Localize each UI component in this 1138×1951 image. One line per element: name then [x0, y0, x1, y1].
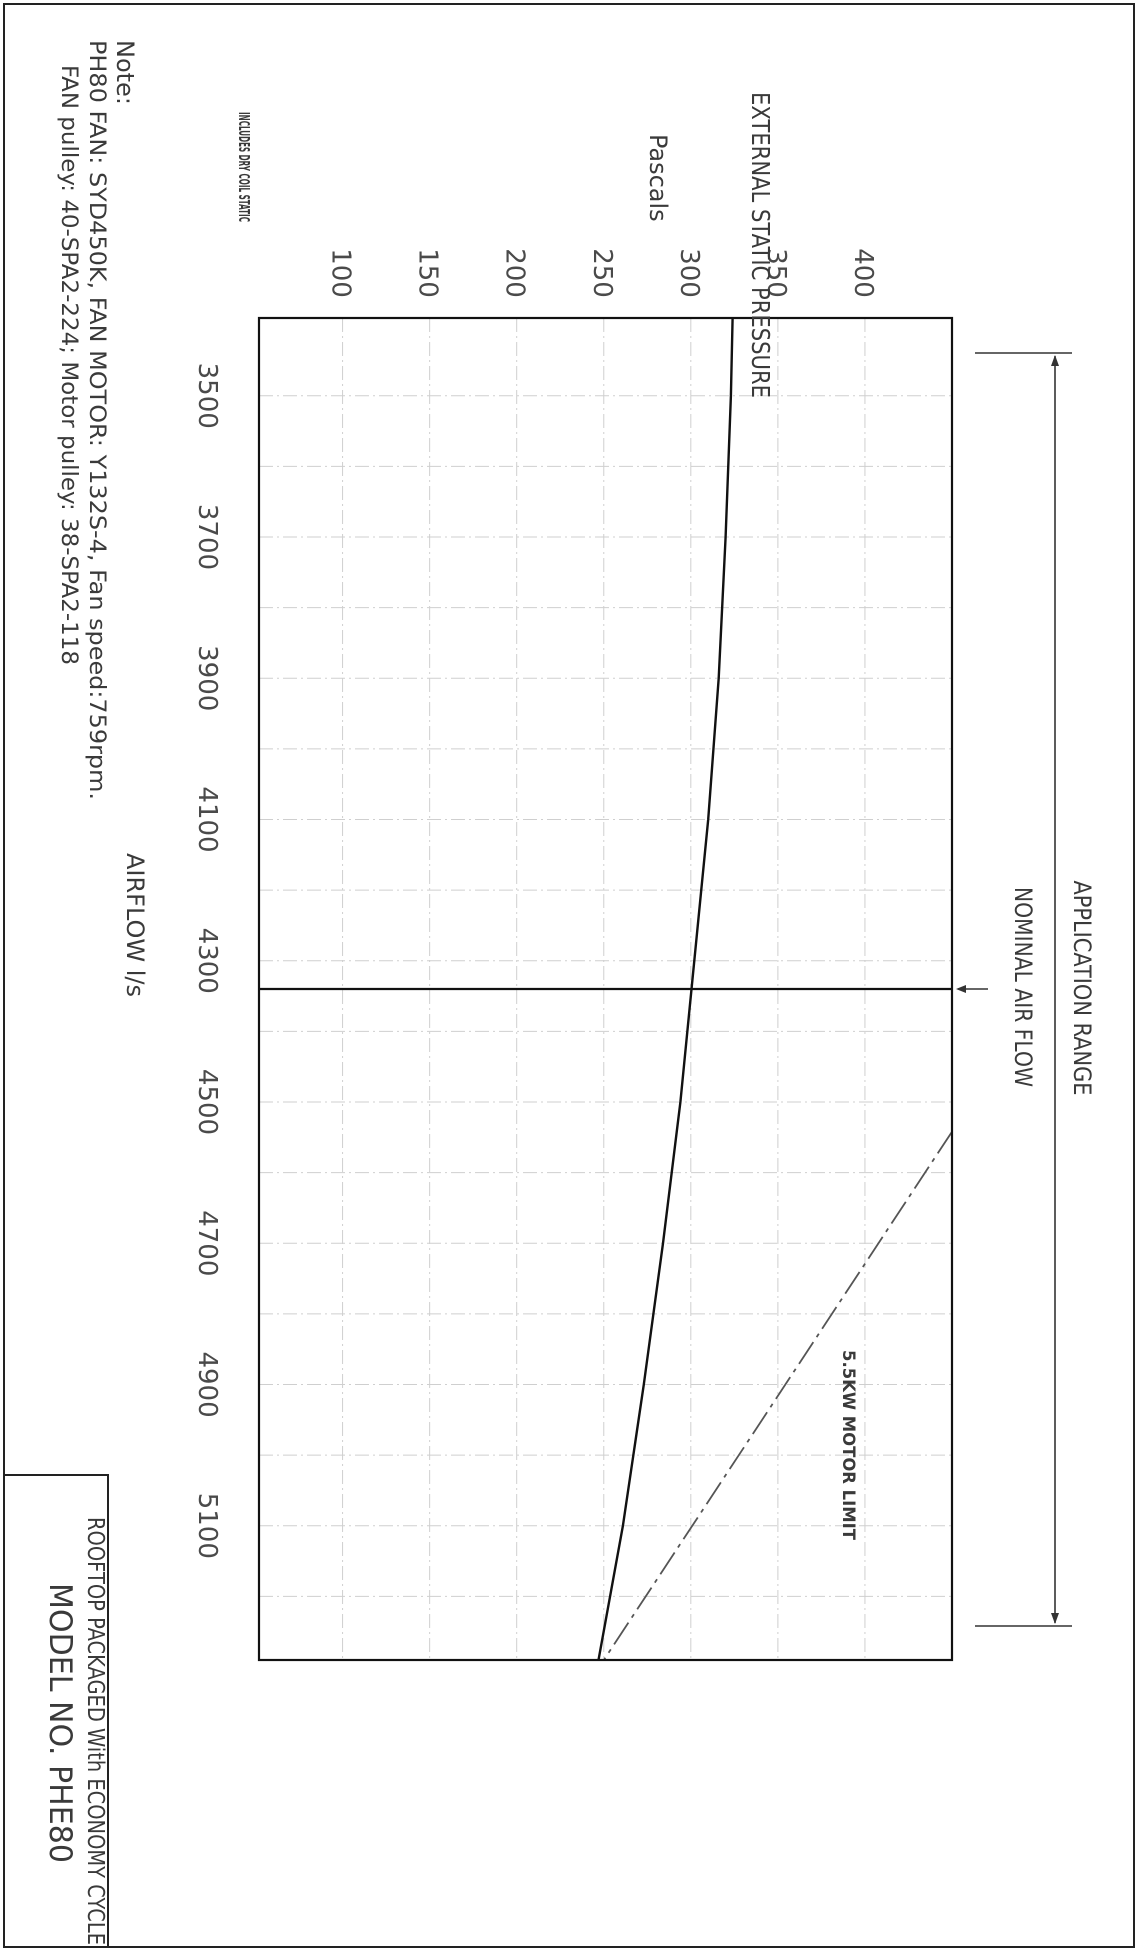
nominal-air-flow-arrowhead [956, 985, 966, 993]
pressure-tick-label: 400 [848, 248, 878, 298]
series-layer [597, 317, 953, 1661]
airflow-tick-label: 3700 [192, 504, 222, 570]
airflow-tick-label: 4300 [192, 928, 222, 994]
pressure-axis-note: INCLUDES DRY COIL STATIC [235, 112, 253, 222]
tick-layer: 100 150 200 250 300 350 400 3500 3700 3900 4100 430… [192, 248, 878, 1559]
airflow-tick-label: 4900 [192, 1351, 222, 1417]
pressure-axis-label: EXTERNAL STATIC PRESSURE [746, 92, 775, 398]
airflow-axis-label: AIRFLOW l/s [121, 853, 149, 997]
drawing-frame [3, 3, 1135, 1948]
note-heading: Note: [111, 40, 139, 105]
motor-limit-label: 5.5KW MOTOR LIMIT [838, 1350, 858, 1540]
airflow-tick-label: 4700 [192, 1210, 222, 1276]
pressure-tick-label: 100 [326, 248, 356, 298]
airflow-tick-label: 4500 [192, 1069, 222, 1135]
airflow-tick-label: 3900 [192, 645, 222, 711]
pressure-axis-unit: Pascals [644, 134, 672, 222]
nominal-air-flow-label: NOMINAL AIR FLOW [1009, 887, 1037, 1087]
pressure-tick-label: 150 [413, 248, 443, 298]
motor-limit-line [603, 1131, 953, 1661]
fan-curve-line [597, 317, 734, 1661]
title-block-frame [4, 1474, 109, 1947]
grid-layer [259, 318, 952, 1660]
pressure-tick-label: 250 [587, 248, 617, 298]
note-line-2: FAN pulley: 40-SPA2-224; Motor pulley: 3… [56, 65, 82, 665]
pressure-tick-label: 350 [761, 248, 791, 298]
pressure-tick-label: 200 [500, 248, 530, 298]
pressure-tick-label: 300 [674, 248, 704, 298]
title-block-line-1: ROOFTOP PACKAGED With ECONOMY CYCLE [82, 1517, 108, 1945]
airflow-tick-label: 3500 [192, 363, 222, 429]
application-range-arrow-top [1051, 355, 1059, 366]
application-range-label: APPLICATION RANGE [1068, 881, 1096, 1096]
title-block-line-2: MODEL NO. PHE80 [42, 1583, 78, 1863]
airflow-tick-label: 4100 [192, 786, 222, 852]
airflow-tick-label: 5100 [192, 1493, 222, 1559]
application-range-arrow-bottom [1051, 1613, 1059, 1624]
note-line-1: PH80 FAN: SYD450K, FAN MOTOR: Y132S-4, F… [84, 40, 110, 800]
